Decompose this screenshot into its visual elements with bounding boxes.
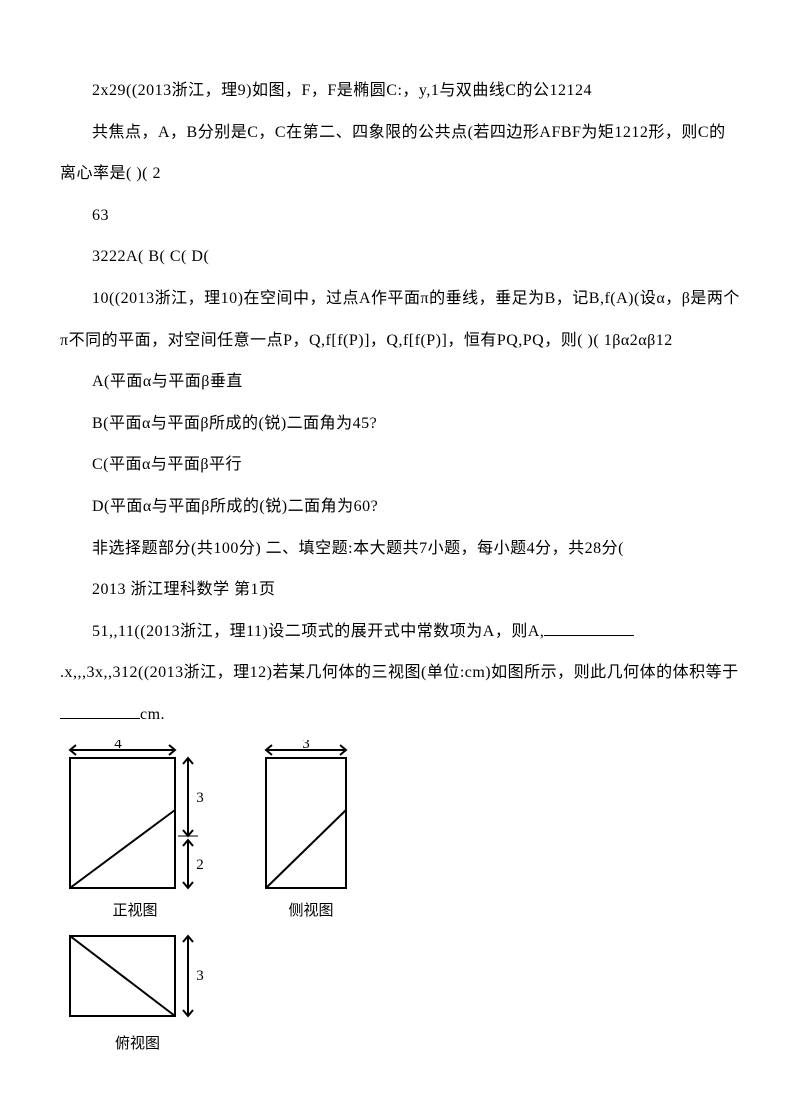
paragraph-q9c: 63 — [60, 195, 740, 237]
front-view-svg: 4 3 2 — [60, 740, 210, 895]
option-c: C(平面α与平面β平行 — [60, 444, 740, 486]
front-view-figure: 4 3 2 正视图 — [60, 740, 210, 920]
paragraph-q9a: 2x29((2013浙江，理9)如图，F，F是椭圆C:，y,1与双曲线C的公12… — [60, 70, 740, 112]
dim-front-h2: 2 — [196, 857, 204, 873]
paragraph-q9b: 共焦点，A，B分别是C，C在第二、四象限的公共点(若四边形AFBF为矩1212形… — [60, 112, 740, 195]
dim-front-h1: 3 — [196, 790, 204, 806]
option-b: B(平面α与平面β所成的(锐)二面角为45? — [60, 403, 740, 445]
three-view-diagrams: 4 3 2 正视图 — [60, 740, 740, 1053]
q12-text: .x,,,3x,,312((2013浙江，理12)若某几何体的三视图(单位:cm… — [60, 664, 739, 681]
blank-fill-1 — [544, 619, 634, 636]
dim-side-width: 3 — [302, 740, 310, 752]
diagram-row-1: 4 3 2 正视图 — [60, 740, 740, 920]
option-d: D(平面α与平面β所成的(锐)二面角为60? — [60, 486, 740, 528]
side-view-svg: 3 — [256, 740, 366, 895]
blank-fill-2 — [60, 702, 140, 719]
side-view-figure: 3 侧视图 — [256, 740, 366, 920]
section-header: 非选择题部分(共100分) 二、填空题:本大题共7小题，每小题4分，共28分( — [60, 528, 740, 570]
paragraph-q11: 51,,11((2013浙江，理11)设二项式的展开式中常数项为A，则A, .x,… — [60, 611, 740, 736]
caption-front: 正视图 — [112, 899, 157, 920]
paragraph-q10: 10((2013浙江，理10)在空间中，过点A作平面π的垂线，垂足为B，记B,f… — [60, 278, 740, 361]
paragraph-q9d: 3222A( B( C( D( — [60, 236, 740, 278]
top-view-figure: 3 俯视图 — [60, 928, 215, 1053]
caption-top: 俯视图 — [115, 1032, 160, 1053]
dim-front-width: 4 — [114, 740, 122, 752]
dim-top-h: 3 — [196, 968, 204, 984]
top-view-svg: 3 — [60, 928, 215, 1028]
diagram-row-2: 3 俯视图 — [60, 928, 740, 1053]
q12-unit: cm. — [140, 706, 165, 723]
option-a: A(平面α与平面β垂直 — [60, 361, 740, 403]
page-root: 2x29((2013浙江，理9)如图，F，F是椭圆C:，y,1与双曲线C的公12… — [0, 0, 800, 1101]
caption-side: 侧视图 — [288, 899, 333, 920]
page-footer-info: 2013 浙江理科数学 第1页 — [60, 569, 740, 611]
q11-text-a: 51,,11((2013浙江，理11)设二项式的展开式中常数项为A，则A, — [92, 623, 544, 640]
